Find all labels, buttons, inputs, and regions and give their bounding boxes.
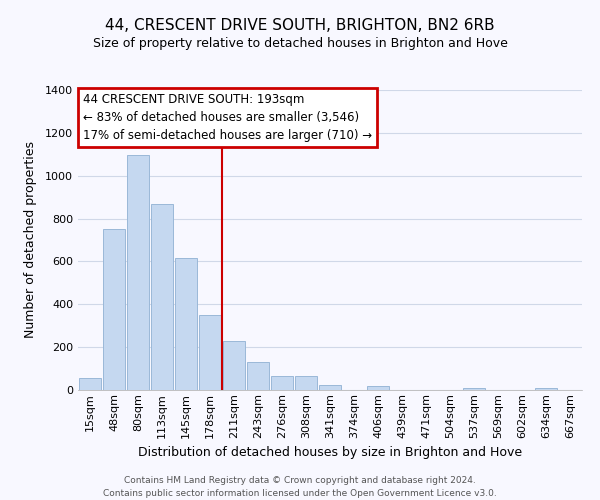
Bar bbox=[103, 230, 125, 390]
Bar bbox=[175, 258, 197, 390]
Text: Size of property relative to detached houses in Brighton and Hove: Size of property relative to detached ho… bbox=[92, 38, 508, 51]
Bar bbox=[319, 384, 341, 390]
Text: 44, CRESCENT DRIVE SOUTH, BRIGHTON, BN2 6RB: 44, CRESCENT DRIVE SOUTH, BRIGHTON, BN2 … bbox=[105, 18, 495, 32]
Bar bbox=[79, 378, 101, 390]
Bar bbox=[151, 204, 173, 390]
Bar bbox=[367, 386, 389, 390]
Text: Contains HM Land Registry data © Crown copyright and database right 2024.
Contai: Contains HM Land Registry data © Crown c… bbox=[103, 476, 497, 498]
X-axis label: Distribution of detached houses by size in Brighton and Hove: Distribution of detached houses by size … bbox=[138, 446, 522, 459]
Bar bbox=[127, 156, 149, 390]
Bar bbox=[199, 315, 221, 390]
Bar bbox=[535, 388, 557, 390]
Bar bbox=[223, 340, 245, 390]
Bar bbox=[295, 376, 317, 390]
Bar bbox=[247, 362, 269, 390]
Text: 44 CRESCENT DRIVE SOUTH: 193sqm
← 83% of detached houses are smaller (3,546)
17%: 44 CRESCENT DRIVE SOUTH: 193sqm ← 83% of… bbox=[83, 93, 372, 142]
Y-axis label: Number of detached properties: Number of detached properties bbox=[23, 142, 37, 338]
Bar bbox=[271, 376, 293, 390]
Bar bbox=[463, 388, 485, 390]
